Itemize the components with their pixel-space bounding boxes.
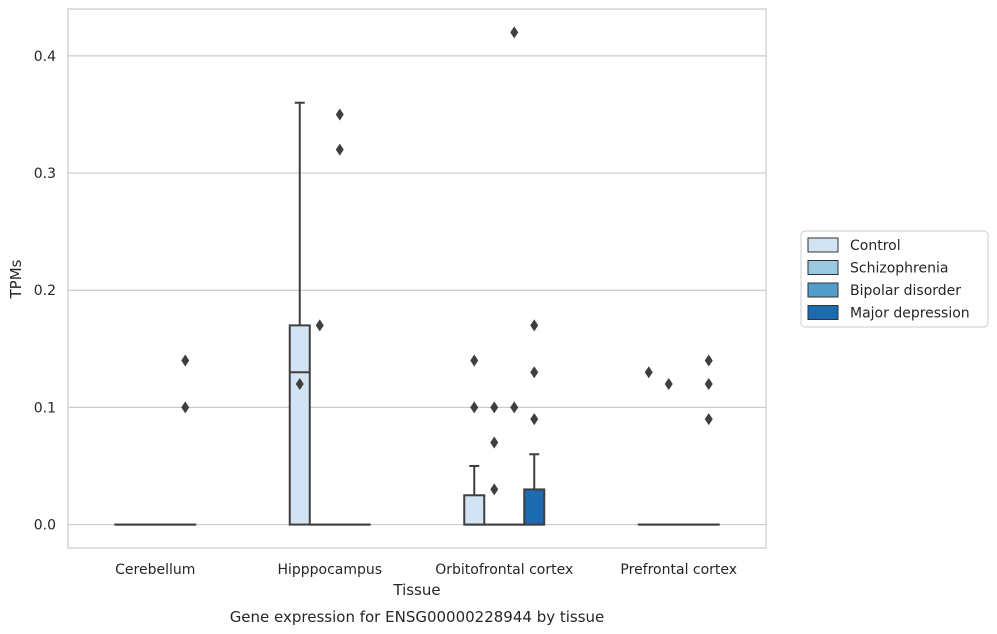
outlier-point xyxy=(530,319,539,332)
outlier-point xyxy=(510,26,519,39)
outlier-point xyxy=(704,413,713,426)
box-group xyxy=(503,26,526,526)
outlier-point xyxy=(295,377,304,390)
y-axis-label: TPMs xyxy=(7,259,25,299)
box-layer xyxy=(114,26,720,526)
y-tick-label: 0.2 xyxy=(34,283,56,299)
box xyxy=(288,324,311,526)
box-group xyxy=(463,354,486,526)
legend-swatch xyxy=(807,260,839,275)
gridlines xyxy=(68,55,766,526)
legend-swatch xyxy=(807,305,839,320)
legend: Control Schizophrenia Bipolar disorder Majo… xyxy=(800,230,989,328)
x-axis-label: Tissue xyxy=(392,581,440,599)
box-group xyxy=(657,377,680,526)
outlier-point xyxy=(470,354,479,367)
y-tick-label: 0.4 xyxy=(34,49,56,65)
x-tick-label: Orbitofrontal cortex xyxy=(435,562,573,578)
outlier-point xyxy=(335,108,344,121)
x-tick-label: Cerebellum xyxy=(115,562,195,578)
box-group xyxy=(174,354,197,526)
plot-frame xyxy=(67,8,767,549)
x-tick-label: Prefrontal cortex xyxy=(620,562,737,578)
y-tick-label: 0.1 xyxy=(34,400,56,416)
box-group xyxy=(523,319,546,526)
chart-caption: Gene expression for ENSG00000228944 by t… xyxy=(230,608,605,626)
box-group xyxy=(308,319,331,526)
outlier-point xyxy=(470,401,479,414)
outlier-point xyxy=(664,377,673,390)
legend-label: Control xyxy=(850,238,901,254)
y-tick-label: 0.0 xyxy=(34,518,56,534)
outlier-point xyxy=(335,143,344,156)
box-group xyxy=(288,101,311,526)
outlier-point xyxy=(530,413,539,426)
x-tick-labels: Cerebellum Hipppocampus Orbitofrontal cort… xyxy=(115,562,737,578)
box-group xyxy=(697,354,720,526)
outlier-point xyxy=(704,354,713,367)
legend-swatch xyxy=(807,237,839,253)
outlier-point xyxy=(490,436,499,449)
legend-label: Major depression xyxy=(850,306,970,322)
box-group xyxy=(483,401,506,526)
outlier-point xyxy=(490,483,499,496)
box-group xyxy=(637,366,660,526)
y-tick-label: 0.3 xyxy=(34,166,56,182)
legend-swatch xyxy=(807,282,839,298)
outlier-point xyxy=(644,366,653,379)
outlier-point xyxy=(315,319,324,332)
outlier-point xyxy=(181,401,190,414)
box-group xyxy=(328,108,351,526)
legend-label: Schizophrenia xyxy=(850,261,948,277)
outlier-point xyxy=(510,401,519,414)
y-tick-labels: 0.0 0.1 0.2 0.3 0.4 xyxy=(34,49,56,534)
outlier-point xyxy=(181,354,190,367)
outlier-point xyxy=(704,377,713,390)
x-tick-label: Hipppocampus xyxy=(277,562,382,578)
outlier-point xyxy=(530,366,539,379)
box xyxy=(523,488,546,526)
box xyxy=(463,494,486,526)
legend-label: Bipolar disorder xyxy=(850,283,961,299)
outlier-point xyxy=(490,401,499,414)
legend-frame xyxy=(800,230,989,328)
